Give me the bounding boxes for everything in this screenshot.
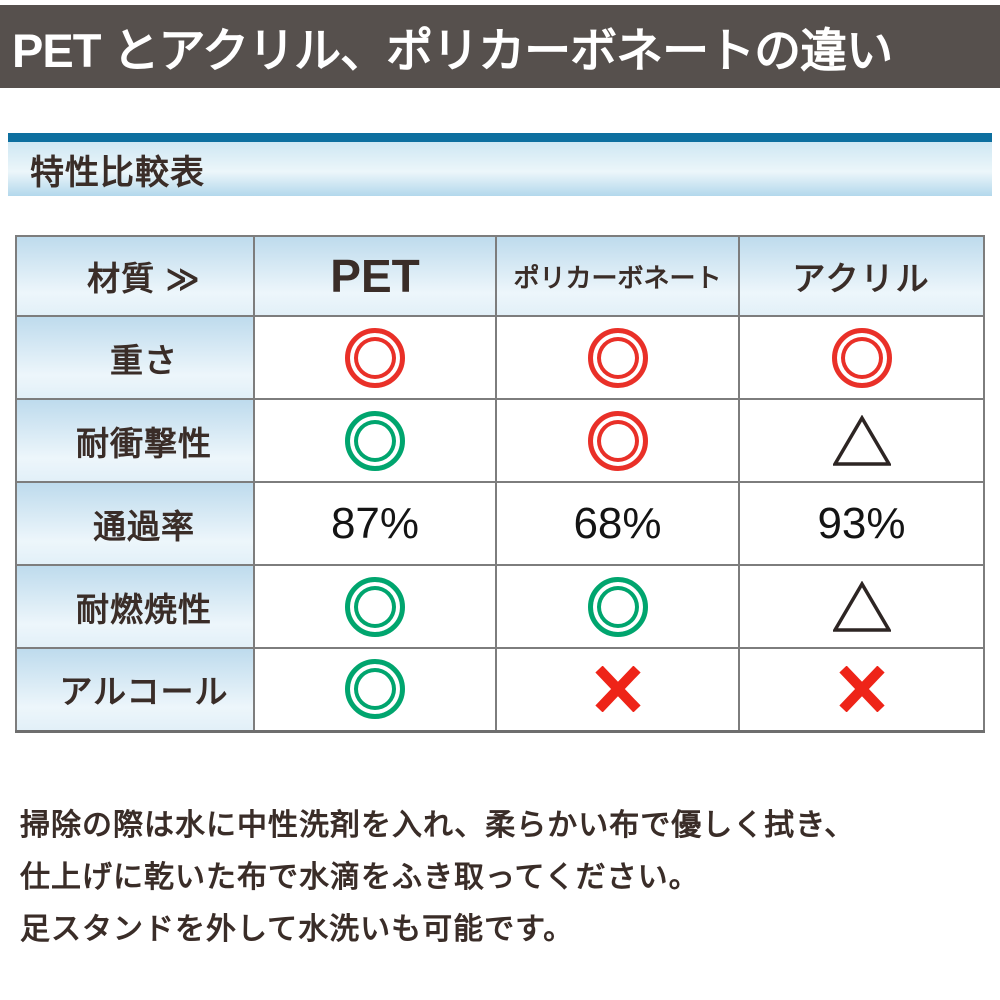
column-header-polycarbonate: ポリカーボネート [495,235,740,317]
double-circle-green-icon [345,659,405,720]
table-row-alcohol: アルコール [15,647,985,733]
row-label: アルコール [59,673,229,711]
double-circle-red-icon [587,410,648,471]
double-circle-red-icon [345,327,405,388]
value-cell: 68% [495,481,740,566]
value-cell: 93% [738,481,985,566]
symbol-cell [738,647,985,733]
symbol-cell [253,398,497,483]
corner-label: 材質 ≫ [87,260,201,297]
row-label: 耐衝撃性 [76,424,212,462]
section-header-body: 特性比較表 [8,142,992,196]
row-label-cell: 耐衝撃性 [15,398,255,483]
symbol-cell [495,315,740,400]
care-notes: 掃除の際は水に中性洗剤を入れ、柔らかい布で優しく拭き、 仕上げに乾いた布で水滴を… [20,800,980,956]
double-circle-green-icon [345,576,405,637]
row-label-cell: 通過率 [15,481,255,566]
care-note-line: 足スタンドを外して水洗いも可能です。 [20,913,575,946]
symbol-cell [495,647,740,733]
section-title: 特性比較表 [30,153,205,192]
column-header-pet: PET [253,235,497,317]
double-circle-green-icon [587,576,648,637]
row-label: 通過率 [93,507,195,545]
double-circle-red-icon [831,327,892,388]
row-label-cell: 耐燃焼性 [15,564,255,649]
column-header-acrylic: アクリル [738,235,985,317]
row-label-cell: 重さ [15,315,255,400]
symbol-cell [738,398,985,483]
page-title: PET とアクリル、ポリカーボネートの違い [12,24,893,77]
table-row-transmission-rate: 通過率 87% 68% 93% [15,481,985,566]
corner-header-cell: 材質 ≫ [15,235,255,317]
table-row-impact-resistance: 耐衝撃性 [15,398,985,483]
double-circle-green-icon [345,410,405,471]
care-note-line: 掃除の際は水に中性洗剤を入れ、柔らかい布で優しく拭き、 [20,809,856,842]
table-header-row: 材質 ≫ PET ポリカーボネート アクリル [15,235,985,317]
symbol-cell [495,564,740,649]
section-header: 特性比較表 [8,133,992,196]
symbol-cell [253,564,497,649]
value-cell: 87% [253,481,497,566]
row-label-cell: アルコール [15,647,255,733]
table-row-flame-resistance: 耐燃焼性 [15,564,985,649]
row-label: 重さ [110,341,178,379]
triangle-icon [832,414,891,466]
symbol-cell [495,398,740,483]
table-row-weight: 重さ [15,315,985,400]
cross-icon [838,666,885,713]
symbol-cell [738,564,985,649]
cross-icon [594,666,641,713]
comparison-table: 材質 ≫ PET ポリカーボネート アクリル 重さ 耐衝撃性 通過率 87% 6… [15,235,985,733]
care-note-line: 仕上げに乾いた布で水滴をふき取ってください。 [20,861,700,894]
accent-bar [8,133,992,142]
double-circle-red-icon [587,327,648,388]
page-banner: PET とアクリル、ポリカーボネートの違い [0,5,1000,88]
symbol-cell [253,647,497,733]
row-label: 耐燃焼性 [76,590,212,628]
symbol-cell [253,315,497,400]
triangle-icon [832,580,891,632]
symbol-cell [738,315,985,400]
